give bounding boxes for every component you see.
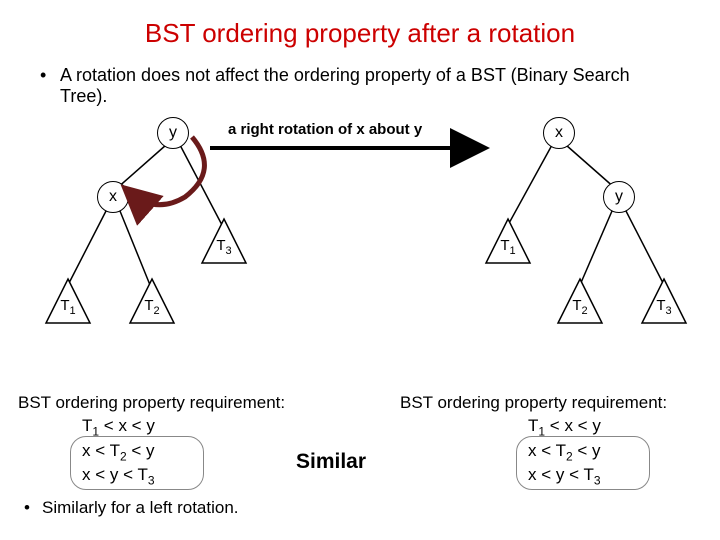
bullet-main: A rotation does not affect the ordering … bbox=[0, 49, 720, 107]
req-heading-right: BST ordering property requirement: bbox=[400, 392, 710, 415]
right-t2-triangle: T2 bbox=[558, 279, 602, 323]
bullet-end: Similarly for a left rotation. bbox=[42, 498, 239, 518]
right-t1-triangle: T1 bbox=[486, 219, 530, 263]
right-t3-triangle: T3 bbox=[642, 279, 686, 323]
req-heading-left: BST ordering property requirement: bbox=[18, 392, 328, 415]
right-node-y: y bbox=[603, 181, 635, 213]
arrow-caption: a right rotation of x about y bbox=[228, 121, 422, 138]
left-t1-triangle: T1 bbox=[46, 279, 90, 323]
right-tree-edges bbox=[440, 115, 720, 365]
right-req-box bbox=[516, 436, 650, 490]
rotation-curve-arrow bbox=[100, 115, 230, 235]
right-node-x: x bbox=[543, 117, 575, 149]
similar-label: Similar bbox=[296, 450, 366, 474]
left-req-box bbox=[70, 436, 204, 490]
left-t2-triangle: T2 bbox=[130, 279, 174, 323]
diagram-area: y x T3 T1 T2 a right rotation of x about… bbox=[0, 115, 720, 365]
slide-title: BST ordering property after a rotation bbox=[0, 0, 720, 49]
